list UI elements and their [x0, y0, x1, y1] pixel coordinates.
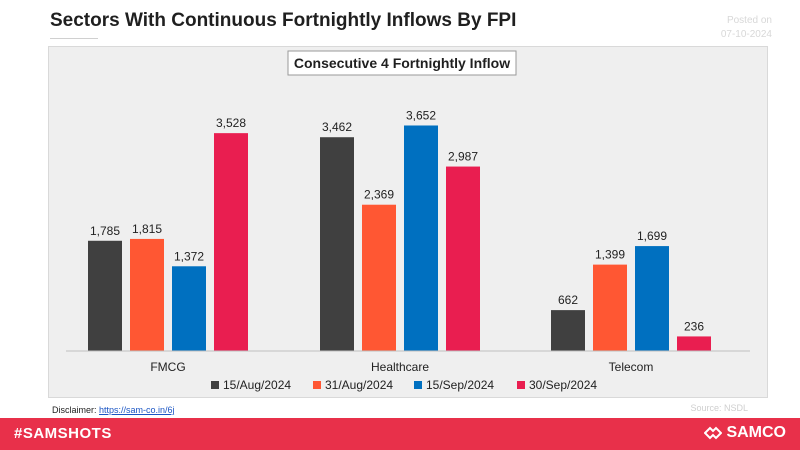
bar-healthcare-1	[320, 137, 354, 351]
data-label: 1,815	[132, 222, 162, 236]
data-label: 2,987	[448, 150, 478, 164]
disclaimer: Disclaimer: https://sam-co.in/6j	[52, 405, 175, 415]
bar-fmcg-2	[130, 238, 164, 351]
data-label: 3,462	[322, 120, 352, 134]
posted-date: 07-10-2024	[720, 29, 772, 40]
bar-fmcg-4	[214, 133, 248, 351]
bar-fmcg-1	[88, 240, 122, 351]
bar-telecom-3	[635, 246, 669, 351]
source-note: Source: NSDL	[690, 403, 748, 413]
data-label: 3,528	[216, 116, 246, 130]
chart-title-box	[287, 50, 517, 76]
bar-healthcare-2	[362, 204, 396, 351]
bar-telecom-2	[593, 264, 627, 351]
brand-logo: SAMCO	[704, 424, 786, 442]
page-title: Sectors With Continuous Fortnightly Infl…	[50, 10, 517, 31]
disclaimer-label: Disclaimer:	[52, 405, 97, 415]
title-underline	[50, 38, 98, 39]
brand-name: SAMCO	[726, 424, 786, 441]
chart-title: Consecutive 4 Fortnightly Inflow	[294, 55, 510, 71]
footer-bar: #SAMSHOTS SAMCO	[0, 418, 800, 450]
data-label: 1,399	[595, 248, 625, 262]
bar-healthcare-4	[446, 166, 480, 351]
data-label: 662	[558, 293, 578, 307]
samco-logo-icon	[704, 426, 723, 440]
data-label: 2,369	[364, 188, 394, 202]
bar-fmcg-3	[172, 266, 206, 351]
data-label: 1,372	[174, 249, 204, 263]
data-label: 3,652	[406, 108, 436, 122]
bar-chart: Consecutive 4 Fortnightly Inflow 1,785 1,8…	[66, 50, 750, 392]
legend-label: 31/Aug/2024	[325, 378, 393, 392]
bar-telecom-1	[551, 310, 585, 351]
bar-telecom-4	[677, 336, 711, 351]
legend-swatch	[414, 381, 422, 389]
data-label: 1,699	[637, 229, 667, 243]
posted-on: Posted on 07-10-2024	[721, 14, 772, 42]
disclaimer-link[interactable]: https://sam-co.in/6j	[99, 405, 175, 415]
category-label: Healthcare	[371, 360, 429, 374]
legend-swatch	[313, 381, 321, 389]
data-label: 1,785	[90, 224, 120, 238]
category-label: FMCG	[150, 360, 185, 374]
legend-swatch	[211, 381, 219, 389]
legend-label: 15/Aug/2024	[223, 378, 291, 392]
bar-healthcare-3	[404, 125, 438, 351]
legend-swatch	[517, 381, 525, 389]
posted-label: Posted on	[726, 15, 772, 26]
category-label: Telecom	[609, 360, 654, 374]
legend-label: 15/Sep/2024	[426, 378, 494, 392]
hashtag: #SAMSHOTS	[14, 425, 112, 442]
legend-label: 30/Sep/2024	[529, 378, 597, 392]
data-label: 236	[684, 319, 704, 333]
